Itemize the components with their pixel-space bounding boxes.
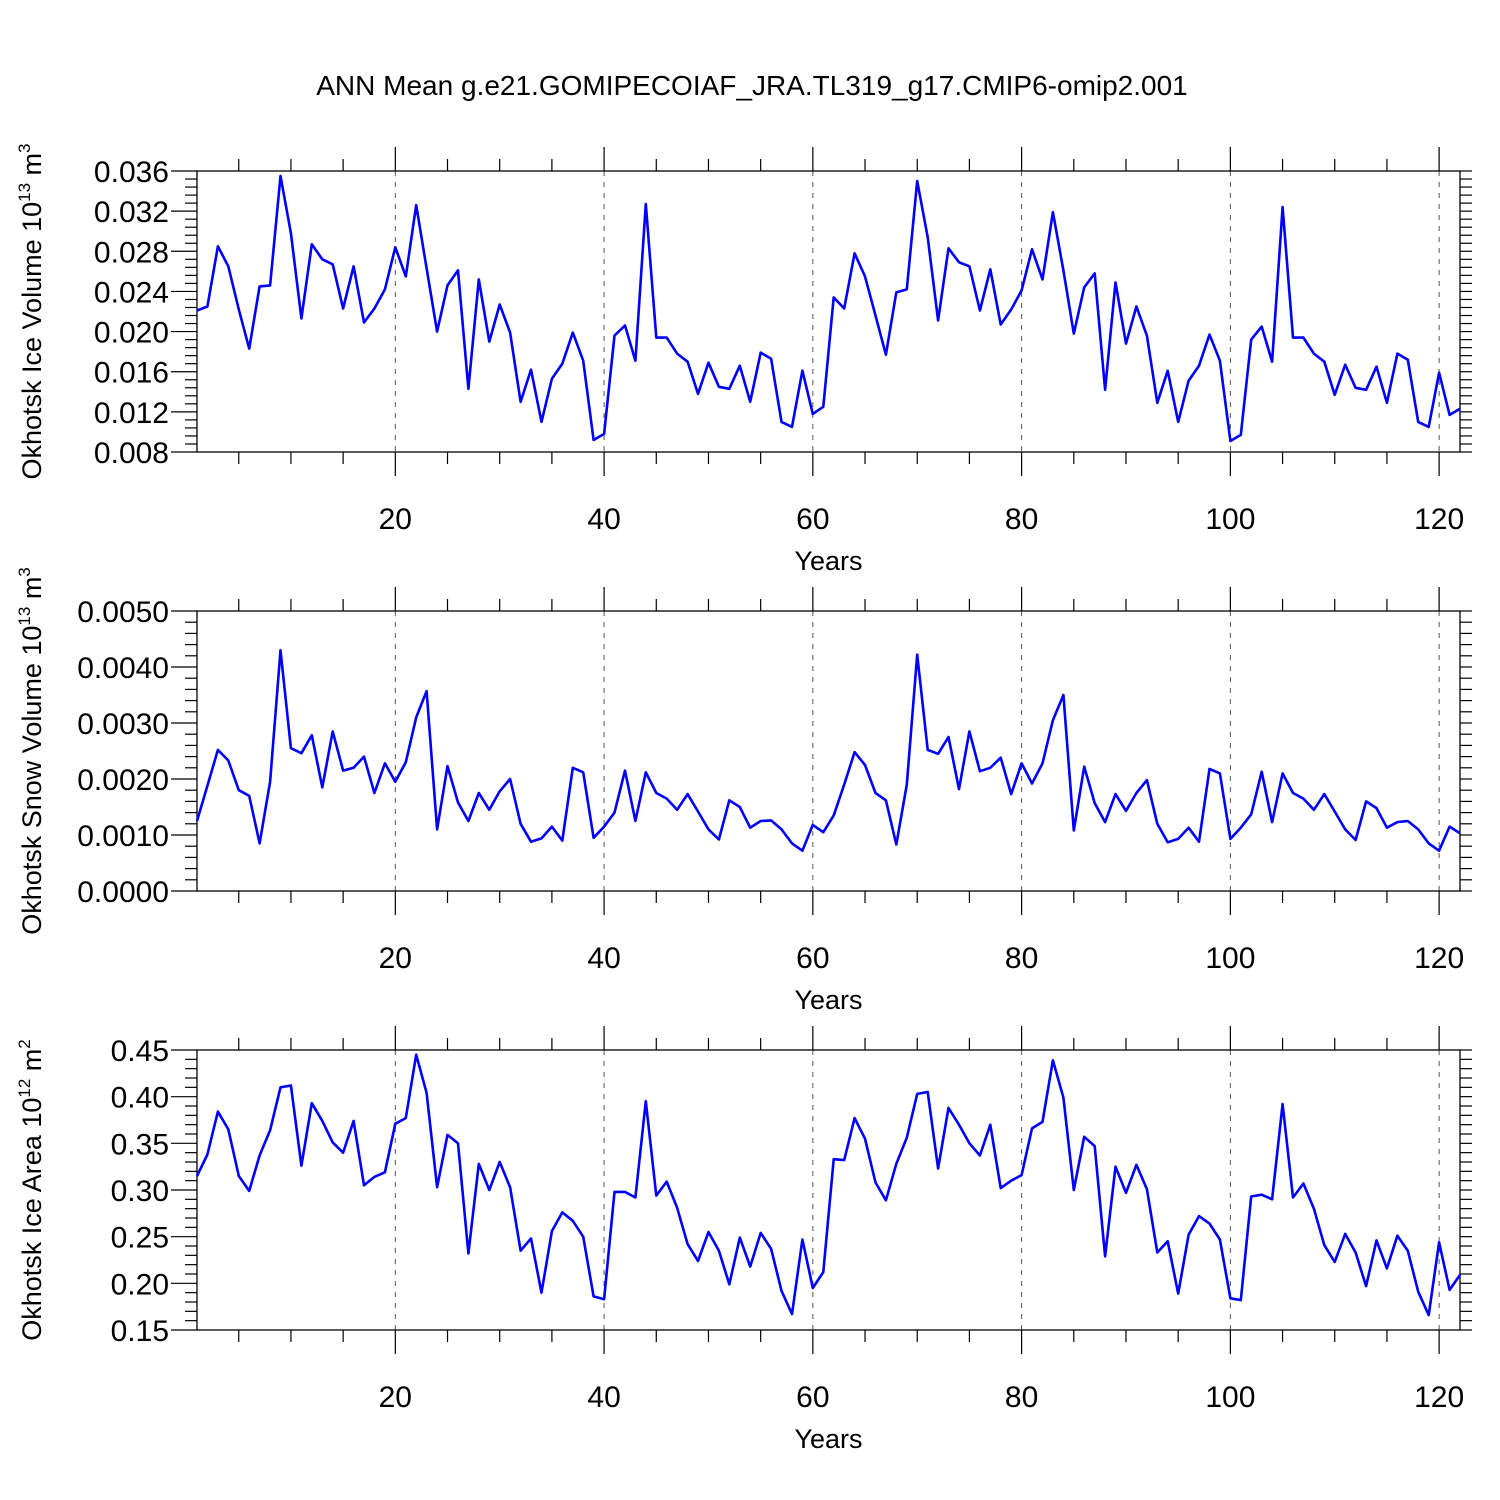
y-axis-title-unit-exponent: 3 [15,567,34,576]
y-axis-title: Okhotsk Ice Volume 1013 m3 [15,143,47,479]
y-axis-title-text: Okhotsk Ice Area 10 [17,1098,47,1341]
plot-frame [196,1049,1461,1331]
panel-ice-area: 20 40 60 80 100 120 0.15 0.20 0.25 0.30 0.35 0.40 0.… [15,1026,1472,1454]
x-tick-label: 40 [587,942,620,975]
y-tick-label: 0.016 [94,357,169,390]
x-tick-label: 100 [1205,1381,1255,1414]
panel-ice-volume: 20 40 60 80 100 120 0.008 0.012 0.016 0.020 0.024 0… [15,143,1472,576]
y-tick-label: 0.0050 [77,596,169,629]
y-tick-label: 0.15 [111,1315,169,1348]
y-tick-label: 0.20 [111,1268,169,1301]
panels-container: 20 40 60 80 100 120 0.008 0.012 0.016 0.020 0.024 0… [15,143,1472,1454]
y-axis-title-exponent: 13 [15,607,34,626]
y-tick-label: 0.40 [111,1082,169,1115]
x-tick-label: 20 [379,1381,412,1414]
y-axis-title-exponent: 12 [15,1079,34,1098]
y-tick-label: 0.0010 [77,820,169,853]
y-tick-label: 0.024 [94,276,169,309]
y-axis-title-unit: m [17,153,47,183]
x-tick-label: 60 [796,503,829,536]
y-tick-label: 0.032 [94,196,169,229]
x-tick-label: 120 [1414,942,1464,975]
y-tick-label: 0.0030 [77,708,169,741]
series-line [195,648,1461,853]
y-axis-title-unit: m [17,577,47,607]
plot-frame [196,610,1461,892]
y-tick-label: 0.008 [94,437,169,470]
x-tick-label: 60 [796,1381,829,1414]
x-axis-title: Years [794,985,862,1015]
series-line [196,174,1461,443]
y-tick-label: 0.35 [111,1128,169,1161]
x-tick-label: 80 [1005,503,1038,536]
y-tick-label: 0.020 [94,317,169,350]
series-line [195,1053,1462,1317]
y-tick-label: 0.30 [111,1175,169,1208]
y-tick-label: 0.028 [94,236,169,269]
x-tick-label: 20 [379,942,412,975]
x-tick-label: 40 [587,503,620,536]
y-axis-title-unit-exponent: 2 [15,1039,34,1048]
y-tick-label: 0.0020 [77,764,169,797]
panel-snow-volume: 20 40 60 80 100 120 0.0000 0.0010 0.0020 0.0030 0.… [15,567,1472,1015]
y-tick-label: 0.25 [111,1222,169,1255]
chart-title: ANN Mean g.e21.GOMIPECOIAF_JRA.TL319_g17… [316,70,1188,101]
x-tick-label: 100 [1205,942,1255,975]
y-axis-title: Okhotsk Snow Volume 1013 m3 [15,567,47,935]
x-tick-label: 100 [1205,503,1255,536]
y-axis-title-text: Okhotsk Ice Volume 10 [17,202,47,480]
y-tick-label: 0.0040 [77,652,169,685]
x-axis-title: Years [794,1424,862,1454]
x-tick-label: 20 [379,503,412,536]
x-tick-label: 80 [1005,1381,1038,1414]
x-tick-label: 40 [587,1381,620,1414]
y-tick-label: 0.036 [94,156,169,189]
y-tick-label: 0.012 [94,397,169,430]
y-tick-label: 0.0000 [77,876,169,909]
x-tick-label: 60 [796,942,829,975]
x-tick-label: 80 [1005,942,1038,975]
x-axis-title: Years [794,546,862,576]
y-axis-title-text: Okhotsk Snow Volume 10 [17,626,47,935]
plot-frame [196,170,1461,453]
x-tick-label: 120 [1414,1381,1464,1414]
y-axis-title-unit: m [17,1049,47,1079]
y-axis-title-unit-exponent: 3 [15,143,34,152]
y-tick-label: 0.45 [111,1035,169,1068]
y-axis-title: Okhotsk Ice Area 1012 m2 [15,1039,47,1341]
x-tick-label: 120 [1414,503,1464,536]
y-axis-title-exponent: 13 [15,183,34,202]
